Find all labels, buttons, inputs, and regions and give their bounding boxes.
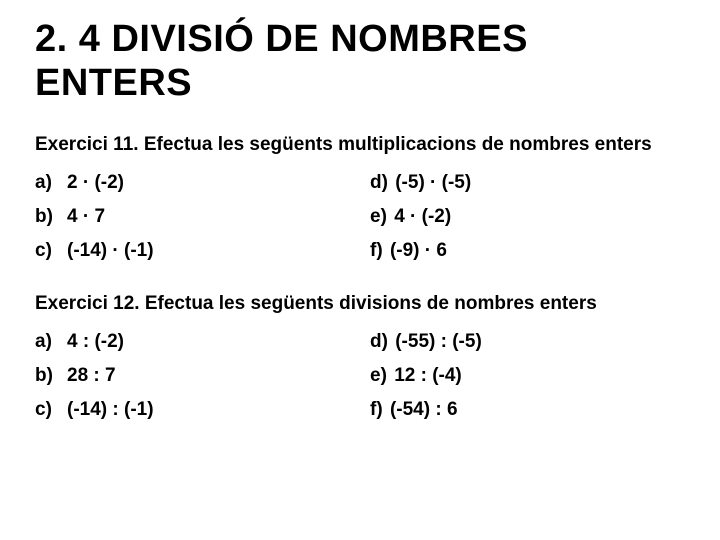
item-content: (-9) · 6 [390,240,447,262]
item-content [387,365,394,387]
item-content: (-5) · (-5) [395,172,471,194]
item-content: 4 · (-2) [394,206,451,228]
item-letter: b) [35,365,65,387]
item-letter: e) [370,206,387,228]
item-content: 2 · (-2) [65,172,124,194]
exercise-item: e) 12 : (-4) [370,365,685,387]
exercise-item: a) 2 · (-2) [35,172,350,194]
exercise-11-heading: Exercici 11. Efectua les següents multip… [35,133,685,158]
item-content: 4 · 7 [65,206,105,228]
item-content: 28 : 7 [65,365,116,387]
item-letter: f) [370,240,383,262]
exercise-item: b) 4 · 7 [35,206,350,228]
item-content: (-14) : (-1) [65,399,154,421]
page-title: 2. 4 DIVISIÓ DE NOMBRES ENTERS [35,18,685,105]
exercise-item: b) 28 : 7 [35,365,350,387]
item-content: (-54) : 6 [390,399,458,421]
item-content [383,399,390,421]
exercise-12-heading: Exercici 12. Efectua les següents divisi… [35,292,685,317]
item-content [388,172,395,194]
exercise-item: d) (-5) · (-5) [370,172,685,194]
item-letter: b) [35,206,65,228]
item-letter: f) [370,399,383,421]
item-content [388,331,395,353]
exercise-item: d) (-55) : (-5) [370,331,685,353]
item-letter: a) [35,172,65,194]
item-content: 4 : (-2) [65,331,124,353]
exercise-11-grid: a) 2 · (-2) d) (-5) · (-5) b) 4 · 7 e) 4… [35,172,685,262]
item-letter: d) [370,172,388,194]
item-content [387,206,394,228]
exercise-12-block: Exercici 12. Efectua les següents divisi… [35,292,685,421]
item-letter: a) [35,331,65,353]
item-content: 12 : (-4) [394,365,462,387]
exercise-item: e) 4 · (-2) [370,206,685,228]
exercise-12-grid: a) 4 : (-2) d) (-55) : (-5) b) 28 : 7 e)… [35,331,685,421]
item-letter: c) [35,240,65,262]
item-content [383,240,390,262]
item-letter: e) [370,365,387,387]
item-letter: d) [370,331,388,353]
exercise-item: a) 4 : (-2) [35,331,350,353]
exercise-item: c) (-14) : (-1) [35,399,350,421]
exercise-item: f) (-54) : 6 [370,399,685,421]
item-content: (-55) : (-5) [395,331,482,353]
item-content: (-14) · (-1) [65,240,154,262]
item-letter: c) [35,399,65,421]
exercise-item: c) (-14) · (-1) [35,240,350,262]
exercise-item: f) (-9) · 6 [370,240,685,262]
exercise-11-block: Exercici 11. Efectua les següents multip… [35,133,685,262]
